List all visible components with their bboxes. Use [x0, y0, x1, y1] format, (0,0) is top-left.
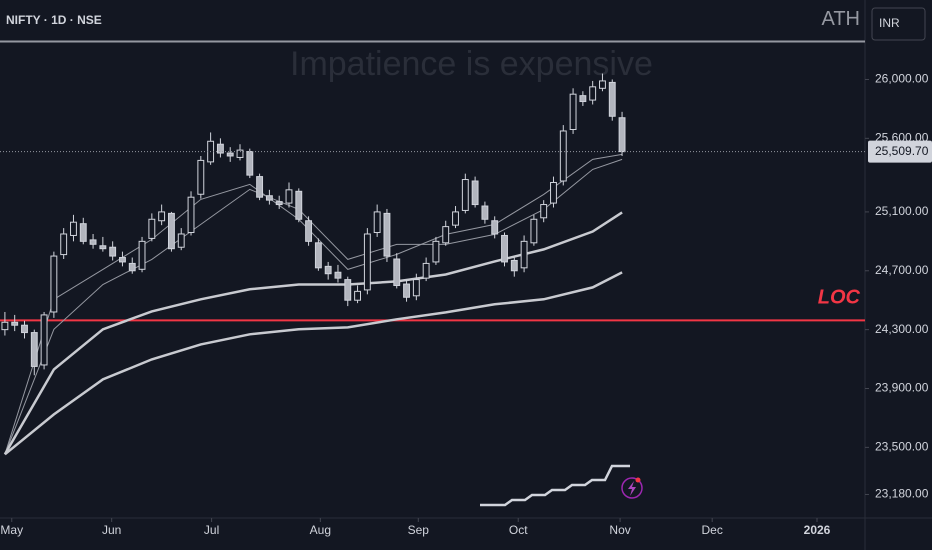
candle-body [412, 279, 420, 297]
candle-body [550, 181, 557, 204]
candle-body [197, 159, 205, 195]
currency-box[interactable] [871, 7, 926, 41]
candle-body [471, 180, 479, 206]
moving-average [4, 271, 623, 456]
candle-body [461, 179, 469, 211]
candle-body [481, 205, 489, 220]
x-tick-label: 2026 [804, 523, 831, 537]
moving-average [4, 158, 623, 455]
candle-body [363, 233, 371, 291]
candle-body [89, 239, 97, 245]
x-tick-label: Jun [102, 523, 121, 537]
candle-body [422, 262, 430, 279]
candle-body [530, 218, 538, 244]
x-tick-label: Sep [408, 523, 430, 537]
x-tick-label: May [0, 523, 23, 537]
candle-body [501, 234, 508, 263]
candle-body [167, 212, 175, 250]
candle-body [246, 151, 254, 176]
candle-body [79, 223, 87, 242]
candle-body [354, 290, 361, 301]
candle-body [373, 211, 381, 234]
progress-widget [480, 464, 630, 507]
candle-body [295, 190, 303, 220]
candle-body [579, 95, 587, 103]
candle-body [314, 242, 322, 269]
candle-body [285, 189, 293, 204]
alert-dot [635, 477, 641, 483]
candle-body [520, 240, 528, 269]
candle-body [432, 240, 440, 263]
symbol-title: NIFTY · 1D · NSE [6, 13, 102, 27]
alert-bolt [628, 481, 636, 496]
candle-body [60, 233, 68, 256]
candle-body [265, 195, 273, 201]
y-tick-label: 23,180.00 [875, 487, 929, 501]
candle-body [275, 201, 283, 206]
candle-body [569, 93, 577, 130]
level-label: ATH [821, 8, 860, 30]
candle-body [618, 117, 626, 153]
candle-body [187, 196, 195, 234]
y-tick-label: 23,500.00 [875, 440, 929, 454]
candle-body [1, 321, 9, 331]
candle-body [452, 211, 459, 226]
last-price-label: 25,509.70 [875, 144, 929, 158]
candle-body [383, 212, 391, 257]
candle-body [21, 324, 28, 334]
currency[interactable]: INR [879, 16, 900, 30]
candle-body [559, 130, 567, 182]
candle-body [177, 233, 185, 248]
last-price-box [868, 140, 932, 163]
candle-body [70, 221, 77, 236]
x-tick-label: Dec [702, 523, 723, 537]
candle-body [403, 283, 410, 298]
candle-body [393, 258, 401, 286]
candle-body [119, 257, 126, 263]
y-tick-label: 23,900.00 [875, 381, 929, 395]
x-tick-label: Oct [509, 523, 528, 537]
candle-body [30, 332, 38, 367]
candle-body [128, 262, 136, 272]
candle-body [158, 211, 166, 222]
watermark: Impatience is expensive [290, 45, 653, 83]
candle-body [50, 255, 58, 313]
y-tick-label: 24,700.00 [875, 263, 929, 277]
candle-body [442, 226, 450, 244]
candle-body [138, 240, 146, 270]
candle-body [256, 176, 264, 198]
candle-body [510, 259, 518, 272]
candle-body [344, 279, 352, 301]
candle-body [148, 218, 156, 239]
candle-body [109, 246, 117, 257]
candle-body [599, 80, 606, 89]
y-tick-label: 26,000.00 [875, 72, 929, 86]
candle-body [491, 220, 499, 235]
x-tick-label: Jul [204, 523, 219, 537]
candle-body [608, 81, 616, 117]
candle-body [305, 220, 313, 242]
candle-body [334, 271, 342, 279]
candle-body [216, 143, 224, 154]
candle-body [99, 245, 107, 250]
candle-body [324, 265, 332, 275]
y-tick-label: 25,100.00 [875, 204, 929, 218]
moving-average [4, 153, 623, 455]
y-tick-label: 24,300.00 [875, 322, 929, 336]
candle-body [236, 149, 244, 158]
candle-body [40, 314, 48, 366]
candle-body [540, 204, 548, 219]
candle-body [11, 321, 19, 326]
candle-body [589, 86, 597, 101]
x-tick-label: Nov [609, 523, 630, 537]
level-label: LOC [818, 287, 861, 309]
candle-body [226, 152, 234, 157]
x-tick-label: Aug [310, 523, 331, 537]
moving-average [3, 211, 623, 455]
